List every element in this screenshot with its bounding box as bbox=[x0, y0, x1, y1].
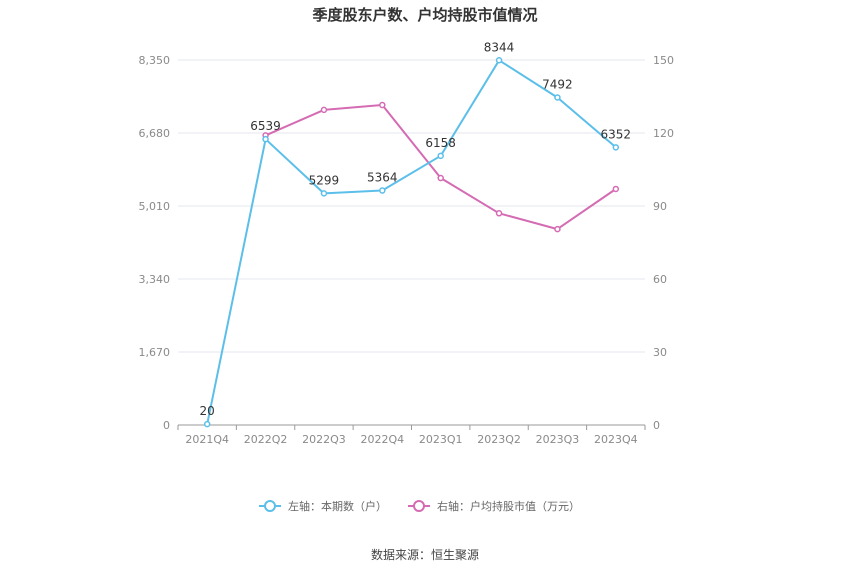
data-label: 7492 bbox=[542, 78, 573, 92]
right-axis: 0 30 60 90 120 150 bbox=[653, 54, 674, 432]
left-tick-label: 3,340 bbox=[139, 273, 171, 286]
right-tick-label: 30 bbox=[653, 346, 667, 359]
data-point[interactable] bbox=[554, 94, 561, 101]
data-label: 5299 bbox=[309, 173, 340, 187]
chart-title: 季度股东户数、户均持股市值情况 bbox=[312, 6, 537, 24]
left-axis: 0 1,670 3,340 5,010 6,680 8,350 bbox=[139, 54, 171, 432]
x-tick-label: 2023Q2 bbox=[477, 433, 521, 446]
source-note: 数据来源：恒生聚源 bbox=[371, 547, 479, 562]
x-tick-label: 2022Q3 bbox=[302, 433, 346, 446]
x-tick-label: 2022Q4 bbox=[360, 433, 404, 446]
data-point[interactable] bbox=[203, 420, 211, 428]
data-label: 6158 bbox=[425, 136, 456, 150]
legend-label[interactable]: 左轴：本期数（户） bbox=[288, 499, 387, 513]
right-tick-label: 120 bbox=[653, 127, 674, 140]
x-tick-label: 2023Q1 bbox=[419, 433, 463, 446]
data-point[interactable] bbox=[262, 135, 269, 143]
data-point[interactable] bbox=[612, 144, 620, 151]
data-point[interactable] bbox=[495, 210, 503, 217]
x-tick-label: 2023Q3 bbox=[536, 433, 580, 446]
data-point[interactable] bbox=[320, 190, 328, 197]
grid-lines bbox=[178, 59, 645, 426]
left-tick-label: 0 bbox=[163, 419, 170, 432]
x-tick-label: 2023Q4 bbox=[594, 433, 638, 446]
x-axis: 2021Q4 2022Q2 2022Q3 2022Q4 2023Q1 2023Q2 2023… bbox=[177, 425, 646, 446]
data-label: 6539 bbox=[250, 119, 281, 133]
data-label: 5364 bbox=[367, 171, 398, 185]
right-tick-label: 150 bbox=[653, 54, 674, 67]
right-tick-label: 0 bbox=[653, 419, 660, 432]
data-label: 6352 bbox=[601, 127, 632, 141]
x-tick-label: 2021Q4 bbox=[185, 433, 229, 446]
legend-label[interactable]: 右轴：户均持股市值（万元） bbox=[437, 499, 580, 513]
data-labels: 20 6539 5299 5364 6158 8344 7492 6352 bbox=[200, 40, 632, 418]
data-point[interactable] bbox=[612, 185, 620, 193]
left-tick-label: 8,350 bbox=[139, 54, 171, 67]
legend-marker bbox=[264, 500, 276, 512]
data-label: 20 bbox=[200, 404, 215, 418]
x-tick-label: 2022Q2 bbox=[244, 433, 288, 446]
series-line-0 bbox=[206, 59, 617, 425]
left-tick-label: 1,670 bbox=[139, 346, 171, 359]
data-point[interactable] bbox=[379, 101, 386, 109]
legend-marker bbox=[413, 500, 425, 512]
data-point[interactable] bbox=[495, 57, 503, 64]
data-point[interactable] bbox=[554, 225, 561, 233]
data-point[interactable] bbox=[437, 174, 444, 182]
right-tick-label: 90 bbox=[653, 200, 667, 213]
left-tick-label: 5,010 bbox=[139, 200, 171, 213]
legend: 左轴：本期数（户） 右轴：户均持股市值（万元） bbox=[259, 499, 580, 513]
data-point[interactable] bbox=[320, 106, 328, 114]
series-line-1 bbox=[265, 104, 617, 231]
series-layer bbox=[203, 57, 620, 428]
left-tick-label: 6,680 bbox=[139, 127, 171, 140]
data-point[interactable] bbox=[379, 187, 386, 194]
right-tick-label: 60 bbox=[653, 273, 667, 286]
data-point[interactable] bbox=[437, 152, 444, 160]
data-label: 8344 bbox=[484, 40, 515, 54]
